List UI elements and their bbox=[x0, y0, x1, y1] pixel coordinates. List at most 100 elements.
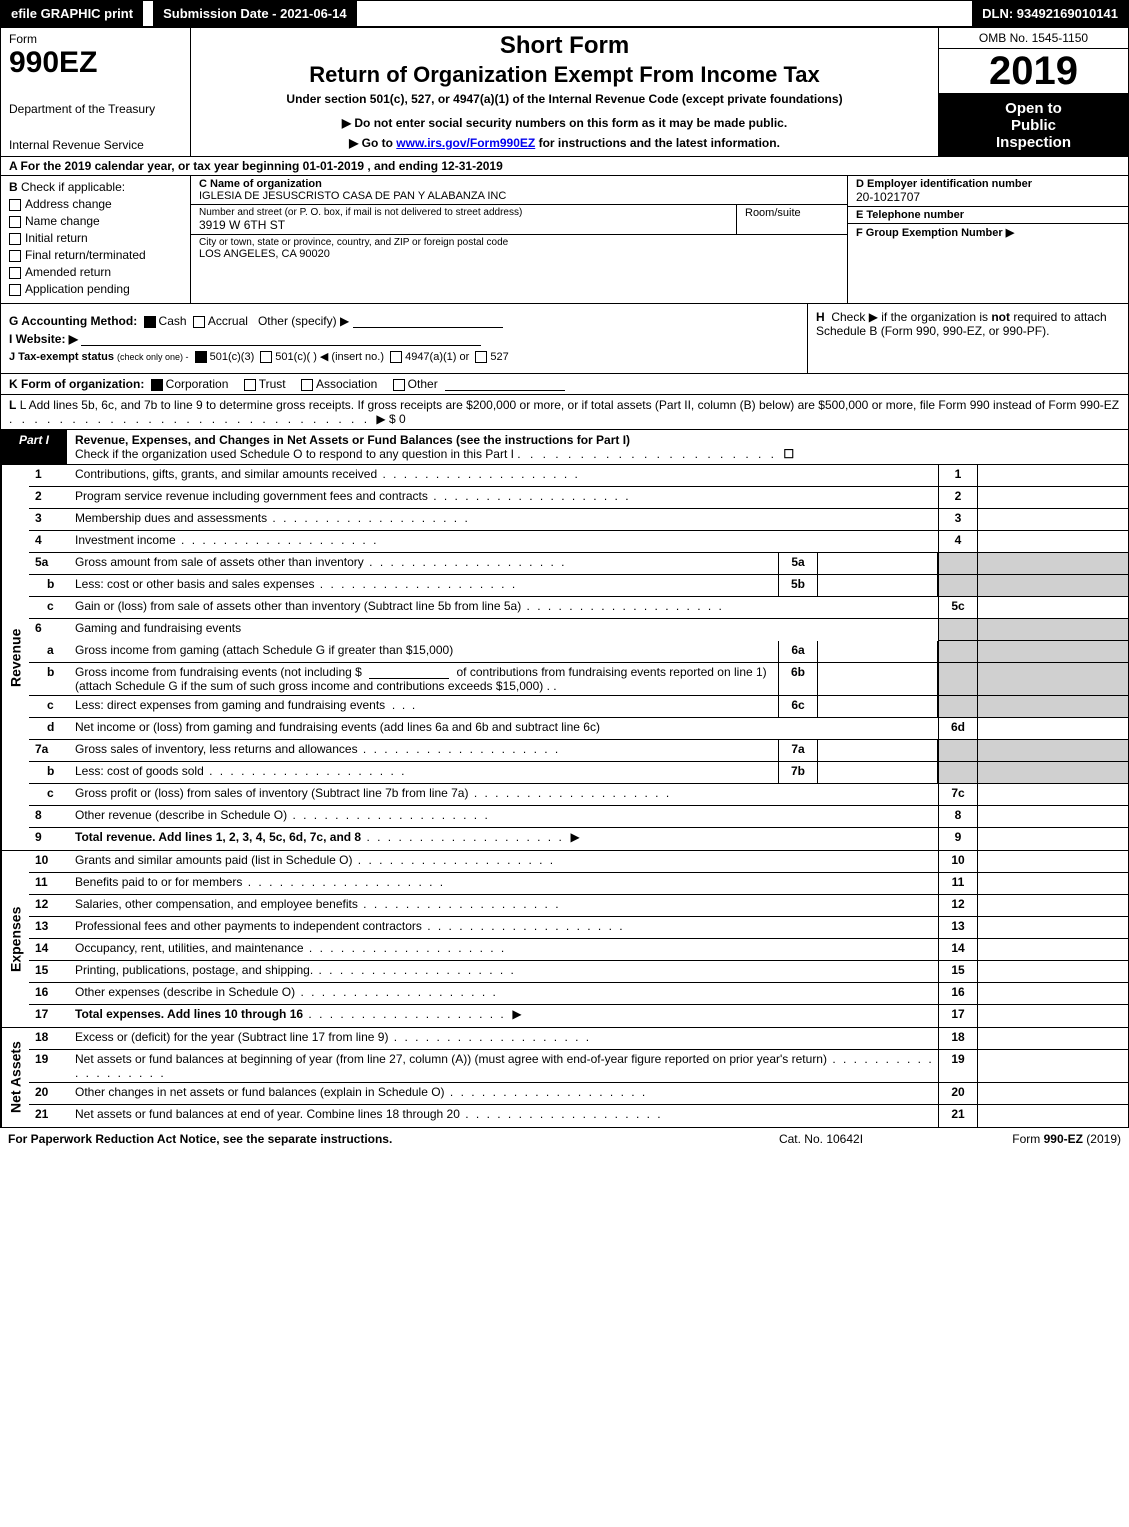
line-3: 3 Membership dues and assessments 3 bbox=[29, 509, 1128, 531]
line-6c: c Less: direct expenses from gaming and … bbox=[29, 696, 1128, 718]
line-num: 7a bbox=[29, 740, 71, 761]
line-a-tax-year: A For the 2019 calendar year, or tax yea… bbox=[0, 157, 1129, 176]
footer-right-bold: 990-EZ bbox=[1044, 1132, 1083, 1146]
line-value bbox=[978, 718, 1128, 739]
chk-final-return[interactable]: Final return/terminated bbox=[9, 248, 182, 262]
chk-amended-return[interactable]: Amended return bbox=[9, 265, 182, 279]
line-right-num: 16 bbox=[938, 983, 978, 1004]
mid-num: 7a bbox=[778, 740, 818, 761]
line-desc: Other revenue (describe in Schedule O) bbox=[71, 806, 938, 827]
line-desc: Gross amount from sale of assets other t… bbox=[71, 553, 778, 574]
line-i: I Website: ▶ bbox=[9, 332, 799, 346]
header-right-block: OMB No. 1545-1150 2019 Open to Public In… bbox=[938, 28, 1128, 156]
line-value bbox=[978, 806, 1128, 827]
mid-val bbox=[818, 696, 938, 717]
chk-initial-return[interactable]: Initial return bbox=[9, 231, 182, 245]
checkbox-icon bbox=[390, 351, 402, 363]
6b-blank[interactable] bbox=[369, 666, 449, 679]
chk-name-change[interactable]: Name change bbox=[9, 214, 182, 228]
open-line3: Inspection bbox=[939, 134, 1128, 151]
dept-treasury: Department of the Treasury bbox=[9, 102, 182, 116]
note2-pre: ▶ Go to bbox=[349, 136, 396, 150]
line-6: 6 Gaming and fundraising events bbox=[29, 619, 1128, 641]
line-value bbox=[978, 575, 1128, 596]
b-label: B Check if applicable: bbox=[9, 180, 182, 194]
irs-link[interactable]: www.irs.gov/Form990EZ bbox=[396, 136, 535, 150]
line-desc: Salaries, other compensation, and employ… bbox=[71, 895, 938, 916]
line-value bbox=[978, 1105, 1128, 1127]
checkbox-filled-icon bbox=[151, 379, 163, 391]
net-assets-table: Net Assets 18 Excess or (deficit) for th… bbox=[0, 1028, 1129, 1128]
checkbox-filled-icon bbox=[195, 351, 207, 363]
line-num: 6 bbox=[29, 619, 71, 641]
part1-title: Revenue, Expenses, and Changes in Net As… bbox=[67, 430, 1128, 464]
line-desc: Professional fees and other payments to … bbox=[71, 917, 938, 938]
line-right-num: 7c bbox=[938, 784, 978, 805]
org-name-label: C Name of organization bbox=[199, 178, 839, 190]
g-other-blank[interactable] bbox=[353, 314, 503, 328]
9-d: Total revenue. Add lines 1, 2, 3, 4, 5c,… bbox=[75, 830, 361, 844]
line-value bbox=[978, 597, 1128, 618]
h-not: not bbox=[991, 310, 1010, 324]
line-value bbox=[978, 1083, 1128, 1104]
chk-application-pending[interactable]: Application pending bbox=[9, 282, 182, 296]
footer-left: For Paperwork Reduction Act Notice, see … bbox=[8, 1132, 721, 1146]
line-desc: Contributions, gifts, grants, and simila… bbox=[71, 465, 938, 486]
net-assets-side-label: Net Assets bbox=[1, 1028, 29, 1127]
ghij-left: G Accounting Method: Cash Accrual Other … bbox=[1, 304, 808, 373]
line-13: 13 Professional fees and other payments … bbox=[29, 917, 1128, 939]
line-18: 18 Excess or (deficit) for the year (Sub… bbox=[29, 1028, 1128, 1050]
footer-center: Cat. No. 10642I bbox=[721, 1132, 921, 1146]
k-label: K Form of organization: bbox=[9, 377, 144, 391]
street-row: Number and street (or P. O. box, if mail… bbox=[191, 205, 847, 235]
checkbox-icon bbox=[244, 379, 256, 391]
line-num: 4 bbox=[29, 531, 71, 552]
checkbox-icon bbox=[9, 267, 21, 279]
part1-checkbox[interactable]: ☐ bbox=[783, 447, 794, 461]
checkbox-icon bbox=[9, 250, 21, 262]
l-amount: ▶ $ 0 bbox=[376, 412, 405, 426]
line-19: 19 Net assets or fund balances at beginn… bbox=[29, 1050, 1128, 1083]
line-21: 21 Net assets or fund balances at end of… bbox=[29, 1105, 1128, 1127]
line-value bbox=[978, 531, 1128, 552]
line-right-num: 12 bbox=[938, 895, 978, 916]
instructions-link-line: ▶ Go to www.irs.gov/Form990EZ for instru… bbox=[199, 136, 930, 150]
k-other-blank[interactable] bbox=[445, 378, 565, 391]
checkbox-icon bbox=[9, 233, 21, 245]
line-7c: c Gross profit or (loss) from sales of i… bbox=[29, 784, 1128, 806]
efile-print-button[interactable]: efile GRAPHIC print bbox=[1, 1, 143, 26]
street-label: Number and street (or P. O. box, if mail… bbox=[199, 207, 728, 218]
line-num: 19 bbox=[29, 1050, 71, 1082]
street-value: 3919 W 6TH ST bbox=[199, 218, 728, 232]
line-right-num bbox=[938, 696, 978, 717]
line-8: 8 Other revenue (describe in Schedule O)… bbox=[29, 806, 1128, 828]
group-exemption-label: F Group Exemption Number ▶ bbox=[856, 226, 1120, 239]
mid-val bbox=[818, 740, 938, 761]
line-value bbox=[978, 663, 1128, 695]
l-text: L Add lines 5b, 6c, and 7b to line 9 to … bbox=[20, 398, 1119, 412]
line-value bbox=[978, 509, 1128, 530]
city-cell: City or town, state or province, country… bbox=[191, 235, 847, 262]
mid-val bbox=[818, 641, 938, 662]
line-value bbox=[978, 619, 1128, 641]
expenses-body: 10 Grants and similar amounts paid (list… bbox=[29, 851, 1128, 1027]
l-dots: . . . . . . . . . . . . . . . . . . . . … bbox=[9, 412, 376, 426]
k-assoc: Association bbox=[316, 377, 377, 391]
l-letter: L bbox=[9, 398, 16, 412]
line-value bbox=[978, 873, 1128, 894]
expenses-side-label: Expenses bbox=[1, 851, 29, 1027]
submission-date: Submission Date - 2021-06-14 bbox=[153, 1, 357, 26]
part1-dots: . . . . . . . . . . . . . . . . . . . . … bbox=[517, 447, 783, 461]
website-blank[interactable] bbox=[81, 332, 481, 346]
mid-val bbox=[818, 663, 938, 695]
chk-address-change[interactable]: Address change bbox=[9, 197, 182, 211]
line-1: 1 Contributions, gifts, grants, and simi… bbox=[29, 465, 1128, 487]
line-right-num: 13 bbox=[938, 917, 978, 938]
line-right-num: 8 bbox=[938, 806, 978, 827]
column-c: C Name of organization IGLESIA DE JESUSC… bbox=[191, 176, 848, 303]
mid-num: 6a bbox=[778, 641, 818, 662]
city-value: LOS ANGELES, CA 90020 bbox=[199, 248, 839, 260]
section-ghij: G Accounting Method: Cash Accrual Other … bbox=[0, 304, 1129, 374]
h-block: H Check ▶ if the organization is not req… bbox=[808, 304, 1128, 373]
irs-label: Internal Revenue Service bbox=[9, 138, 182, 152]
